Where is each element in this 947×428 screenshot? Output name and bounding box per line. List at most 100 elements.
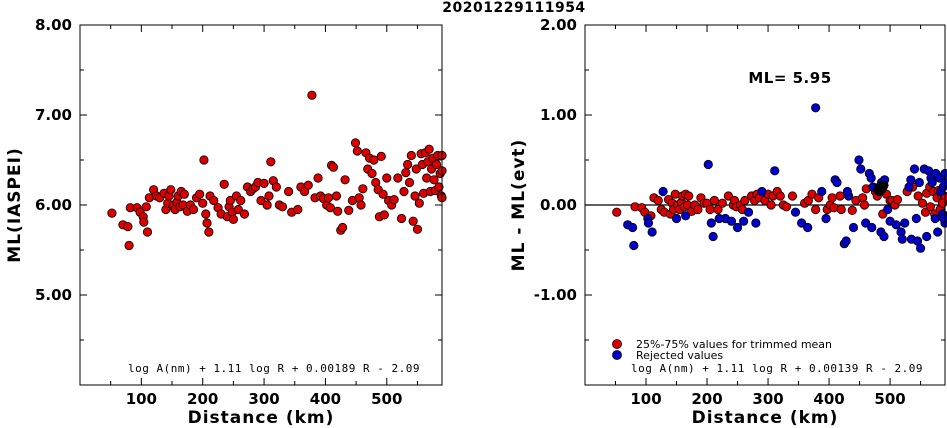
data-point [259, 178, 269, 188]
data-point [188, 204, 199, 215]
data-point [856, 164, 866, 174]
data-point [726, 216, 737, 226]
data-point [811, 103, 821, 113]
data-point [328, 162, 338, 172]
data-point [757, 186, 767, 197]
data-point [740, 195, 750, 206]
data-point [271, 182, 281, 192]
data-point [124, 240, 134, 251]
data-point [732, 222, 743, 233]
data-point [367, 168, 377, 179]
data-point [408, 216, 418, 226]
data-point [914, 177, 924, 188]
data-point [627, 222, 638, 233]
right-data-points [612, 103, 947, 253]
data-point [378, 189, 388, 199]
data-point [403, 159, 413, 170]
data-point [262, 200, 272, 210]
data-point [827, 193, 837, 203]
data-point [906, 175, 916, 185]
data-point [411, 164, 421, 174]
y-tick-label: 8.00 [35, 16, 72, 34]
data-point [356, 200, 366, 210]
data-point [693, 204, 703, 215]
data-point [179, 189, 189, 199]
data-point [723, 191, 733, 201]
y-tick-label: -1.00 [534, 286, 577, 304]
data-point [166, 185, 176, 195]
data-point [358, 184, 368, 194]
data-point [429, 175, 439, 185]
right-formula: log A(nm) + 1.11 log R + 0.00139 R - 2.0… [631, 362, 923, 375]
data-point [770, 166, 780, 176]
data-point [379, 210, 389, 220]
data-point [883, 204, 893, 215]
data-point [225, 195, 235, 206]
page-title: 20201229111954 [442, 0, 585, 16]
x-tick-label: 100 [630, 390, 661, 408]
data-point [382, 173, 392, 183]
data-point [925, 202, 935, 212]
data-point [787, 191, 798, 201]
data-point [643, 218, 654, 228]
y-tick-label: 2.00 [540, 16, 577, 34]
data-point [406, 150, 416, 161]
x-tick-label: 100 [126, 390, 157, 408]
data-point [671, 213, 682, 224]
data-point [658, 186, 668, 197]
left-x-tick-labels: 100 200 300 400 500 [126, 390, 403, 408]
data-point [781, 202, 791, 212]
y-tick-label: 0.00 [540, 196, 577, 214]
left-panel: 100 200 300 400 500 5.00 6.00 7.00 8.00 Distanc… [5, 16, 447, 428]
data-point [892, 195, 903, 205]
data-point [714, 213, 724, 224]
x-tick-label: 200 [691, 390, 722, 408]
data-point [848, 222, 859, 233]
data-point [797, 218, 807, 228]
ml-annotation: ML= 5.95 [748, 69, 831, 87]
legend-label-trimmed: 25%-75% values for trimmed mean [636, 338, 832, 351]
right-y-tick-labels: -1.00 0.00 1.00 2.00 [534, 16, 577, 304]
data-point [307, 90, 317, 100]
data-point [909, 164, 920, 174]
data-point [401, 168, 411, 178]
data-point [195, 189, 205, 199]
data-point [376, 151, 386, 161]
data-point [331, 191, 342, 201]
data-point [198, 198, 208, 208]
data-point [790, 207, 801, 217]
data-point [897, 234, 907, 244]
data-point [629, 240, 639, 251]
data-point [123, 222, 133, 232]
data-point [266, 157, 276, 167]
data-point [404, 177, 415, 188]
y-tick-label: 5.00 [35, 286, 72, 304]
data-point [842, 186, 852, 197]
data-point [939, 213, 947, 224]
data-point [199, 155, 209, 165]
data-point [338, 222, 348, 233]
data-point [873, 185, 883, 195]
data-point [352, 146, 362, 156]
data-point [424, 144, 434, 154]
data-point [414, 198, 424, 208]
left-formula: log A(nm) + 1.11 log R + 0.00189 R - 2.0… [128, 362, 420, 375]
left-x-axis-title: Distance (km) [188, 408, 335, 428]
data-point [900, 218, 910, 228]
data-point [284, 186, 294, 197]
data-point [922, 231, 932, 242]
data-point [233, 204, 243, 215]
right-x-axis-title: Distance (km) [692, 408, 839, 428]
data-point [684, 191, 694, 201]
left-plot-frame [79, 24, 443, 386]
data-point [847, 205, 857, 215]
data-point [867, 222, 877, 233]
data-point [303, 180, 313, 190]
data-point [107, 208, 117, 218]
data-point [835, 191, 845, 201]
data-point [836, 204, 846, 215]
data-point [717, 198, 727, 208]
data-point [236, 195, 246, 206]
right-panel: 100 200 300 400 500 -1.00 0.00 1.00 2.00 Distan… [509, 16, 947, 428]
data-point [389, 195, 399, 205]
